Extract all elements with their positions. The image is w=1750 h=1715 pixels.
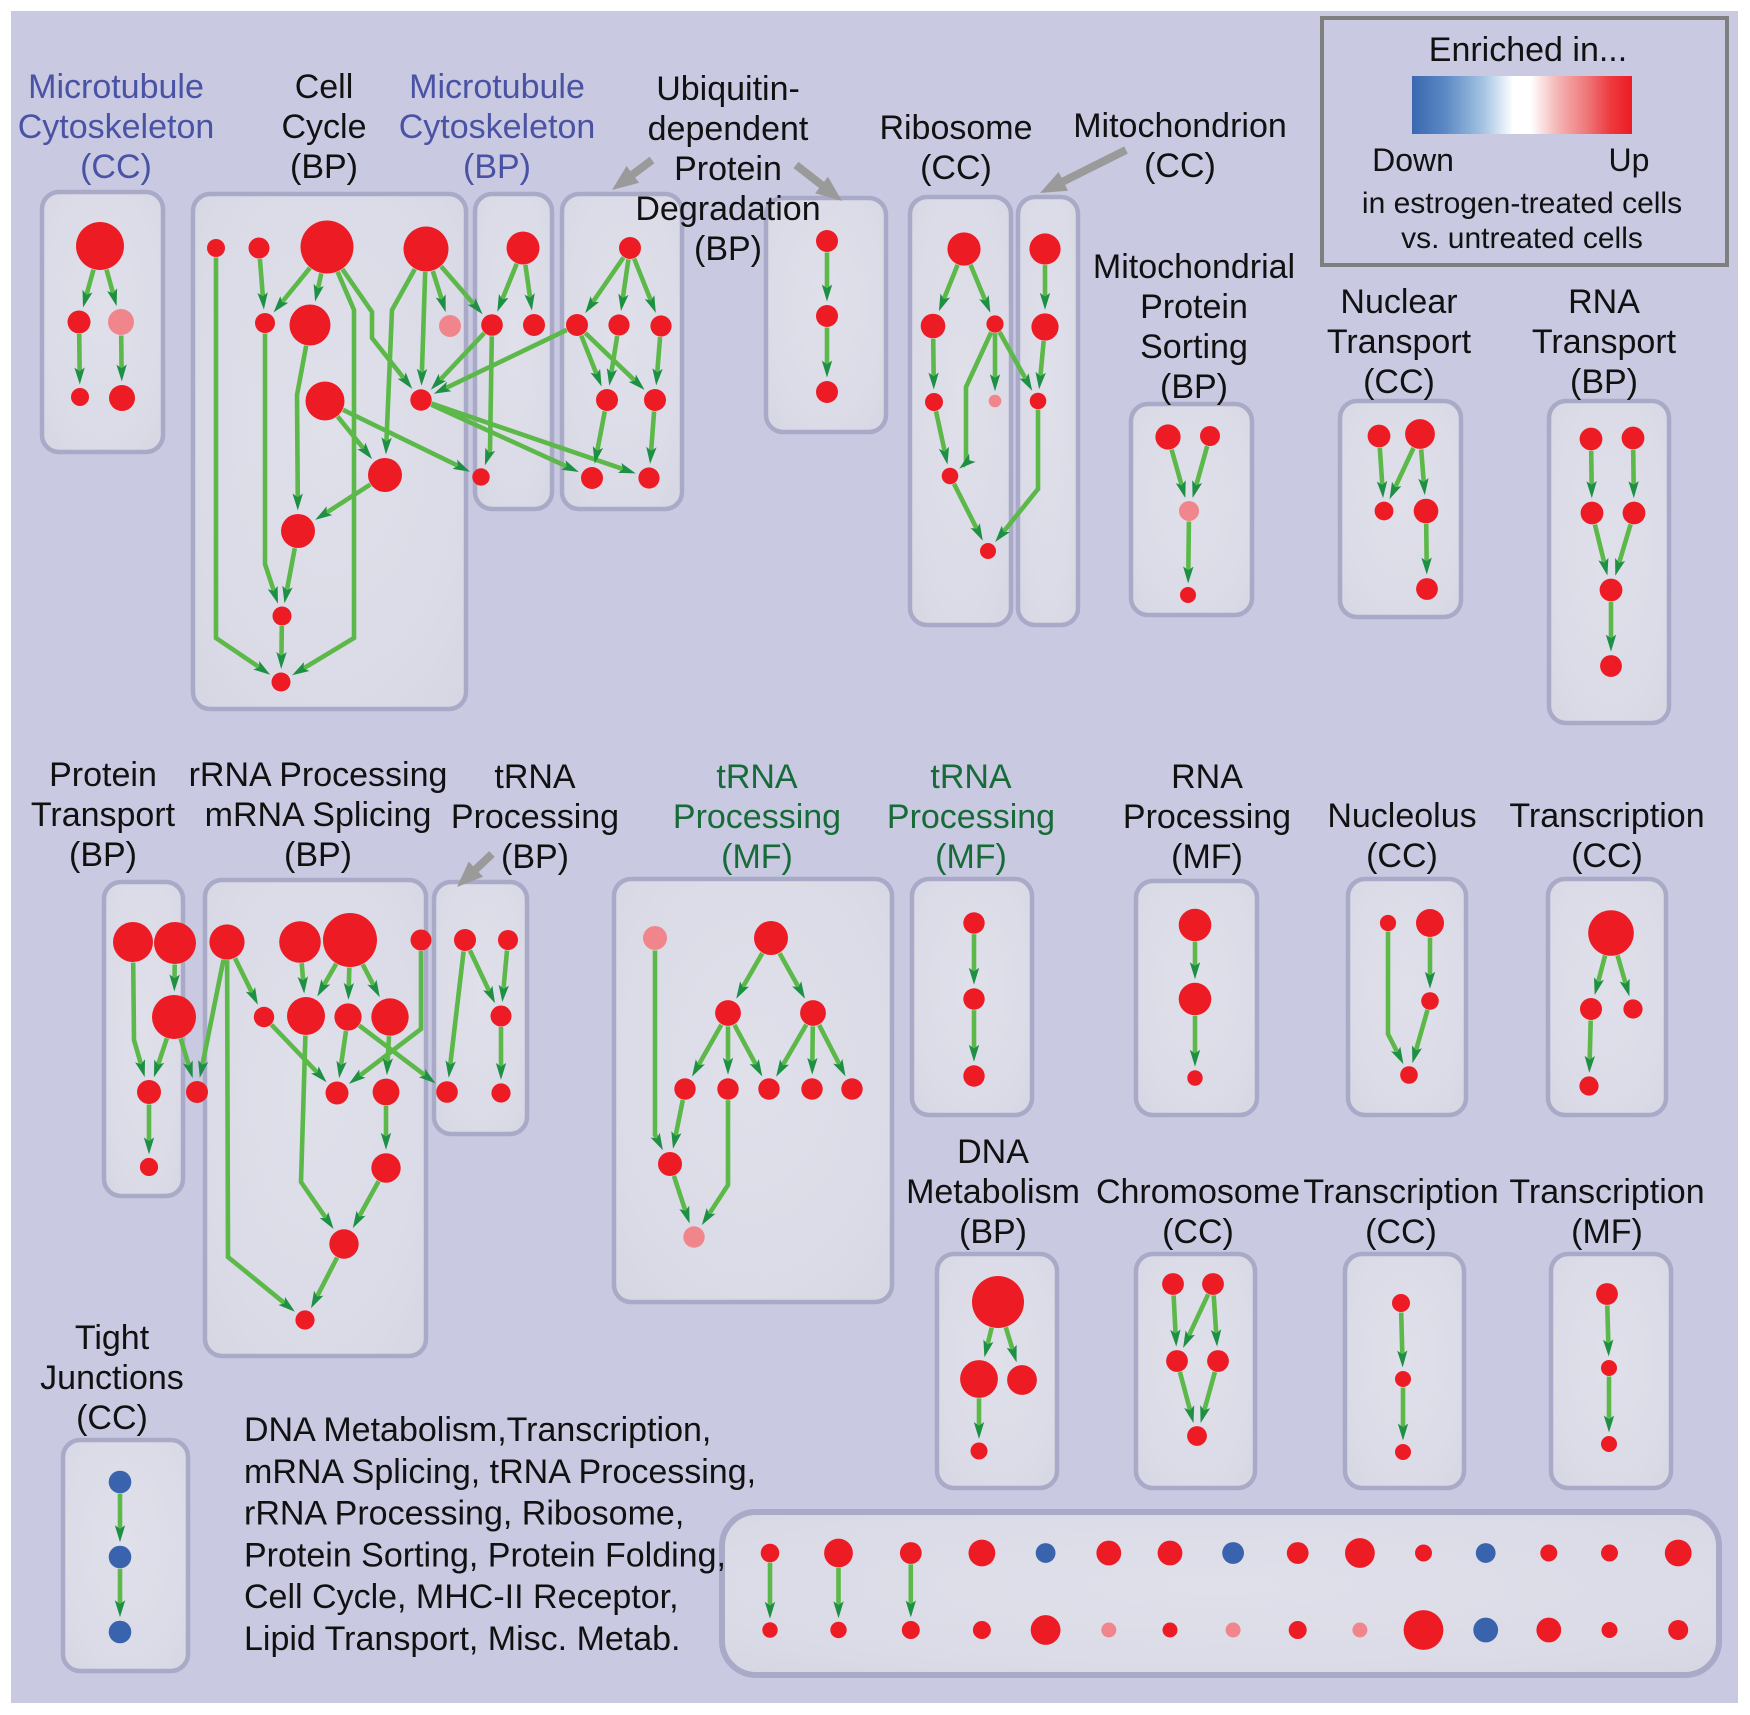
svg-text:tRNA: tRNA [494, 758, 576, 796]
svg-text:Ubiquitin-: Ubiquitin- [656, 70, 800, 108]
svg-text:(BP): (BP) [1570, 363, 1638, 401]
svg-text:Junctions: Junctions [40, 1359, 184, 1397]
svg-text:Processing: Processing [451, 798, 619, 836]
svg-text:Protein: Protein [49, 756, 157, 794]
svg-text:Nucleolus: Nucleolus [1327, 797, 1476, 835]
svg-text:(CC): (CC) [76, 1399, 148, 1437]
svg-text:Transcription: Transcription [1303, 1173, 1498, 1211]
svg-text:Microtubule: Microtubule [409, 68, 585, 106]
svg-text:Transcription: Transcription [1509, 797, 1704, 835]
svg-text:Enriched in...: Enriched in... [1429, 31, 1627, 69]
svg-text:Nuclear: Nuclear [1340, 283, 1457, 321]
svg-text:(BP): (BP) [1160, 368, 1228, 406]
svg-text:Processing: Processing [1123, 798, 1291, 836]
svg-text:Cytoskeleton: Cytoskeleton [399, 108, 596, 146]
svg-text:(CC): (CC) [80, 148, 152, 186]
svg-text:(MF): (MF) [721, 838, 793, 876]
svg-text:Cytoskeleton: Cytoskeleton [18, 108, 215, 146]
svg-text:Mitochondrial: Mitochondrial [1093, 248, 1295, 286]
svg-text:Processing: Processing [673, 798, 841, 836]
svg-text:rRNA Processing: rRNA Processing [189, 756, 448, 794]
svg-text:(CC): (CC) [1144, 147, 1216, 185]
svg-text:vs. untreated cells: vs. untreated cells [1401, 222, 1643, 255]
svg-text:Transport: Transport [1327, 323, 1472, 361]
svg-text:Protein: Protein [1140, 288, 1248, 326]
svg-text:(MF): (MF) [1171, 838, 1243, 876]
svg-text:Cycle: Cycle [281, 108, 366, 146]
svg-text:Processing: Processing [887, 798, 1055, 836]
svg-text:Mitochondrion: Mitochondrion [1073, 107, 1287, 145]
svg-text:in estrogen-treated cells: in estrogen-treated cells [1362, 187, 1682, 220]
svg-text:dependent: dependent [648, 110, 809, 148]
svg-text:mRNA Splicing, tRNA Processing: mRNA Splicing, tRNA Processing, [244, 1453, 756, 1491]
svg-text:rRNA Processing, Ribosome,: rRNA Processing, Ribosome, [244, 1495, 684, 1533]
svg-text:DNA: DNA [957, 1133, 1029, 1171]
svg-text:(CC): (CC) [1365, 1213, 1437, 1251]
svg-text:(MF): (MF) [1571, 1213, 1643, 1251]
svg-text:Transcription: Transcription [1509, 1173, 1704, 1211]
svg-text:(BP): (BP) [501, 838, 569, 876]
svg-text:Chromosome: Chromosome [1096, 1173, 1300, 1211]
svg-text:Protein: Protein [674, 150, 782, 188]
svg-text:RNA: RNA [1171, 758, 1243, 796]
svg-text:RNA: RNA [1568, 283, 1640, 321]
svg-text:Metabolism: Metabolism [906, 1173, 1080, 1211]
svg-text:(BP): (BP) [284, 836, 352, 874]
svg-text:(CC): (CC) [1363, 363, 1435, 401]
svg-text:Cell: Cell [295, 68, 354, 106]
svg-text:(CC): (CC) [1162, 1213, 1234, 1251]
svg-text:(MF): (MF) [935, 838, 1007, 876]
svg-text:Transport: Transport [1532, 323, 1677, 361]
svg-text:tRNA: tRNA [930, 758, 1012, 796]
svg-text:(BP): (BP) [69, 836, 137, 874]
svg-text:Protein Sorting, Protein Foldi: Protein Sorting, Protein Folding, [244, 1536, 726, 1574]
svg-text:(CC): (CC) [1571, 837, 1643, 875]
svg-text:Tight: Tight [75, 1319, 150, 1357]
svg-text:Sorting: Sorting [1140, 328, 1248, 366]
svg-text:tRNA: tRNA [716, 758, 798, 796]
svg-text:Lipid Transport, Misc. Metab.: Lipid Transport, Misc. Metab. [244, 1620, 681, 1658]
svg-text:(CC): (CC) [1366, 837, 1438, 875]
svg-text:Microtubule: Microtubule [28, 68, 204, 106]
svg-text:Up: Up [1609, 142, 1650, 178]
svg-text:DNA Metabolism,Transcription,: DNA Metabolism,Transcription, [244, 1411, 711, 1449]
svg-text:Down: Down [1372, 142, 1454, 178]
svg-text:(BP): (BP) [463, 148, 531, 186]
svg-text:(BP): (BP) [290, 148, 358, 186]
svg-text:mRNA Splicing: mRNA Splicing [205, 796, 432, 834]
svg-text:(BP): (BP) [694, 230, 762, 268]
svg-text:Degradation: Degradation [635, 190, 820, 228]
svg-text:(BP): (BP) [959, 1213, 1027, 1251]
svg-text:(CC): (CC) [920, 149, 992, 187]
svg-text:Cell Cycle, MHC-II Receptor,: Cell Cycle, MHC-II Receptor, [244, 1578, 679, 1616]
svg-text:Ribosome: Ribosome [879, 109, 1032, 147]
svg-text:Transport: Transport [31, 796, 176, 834]
